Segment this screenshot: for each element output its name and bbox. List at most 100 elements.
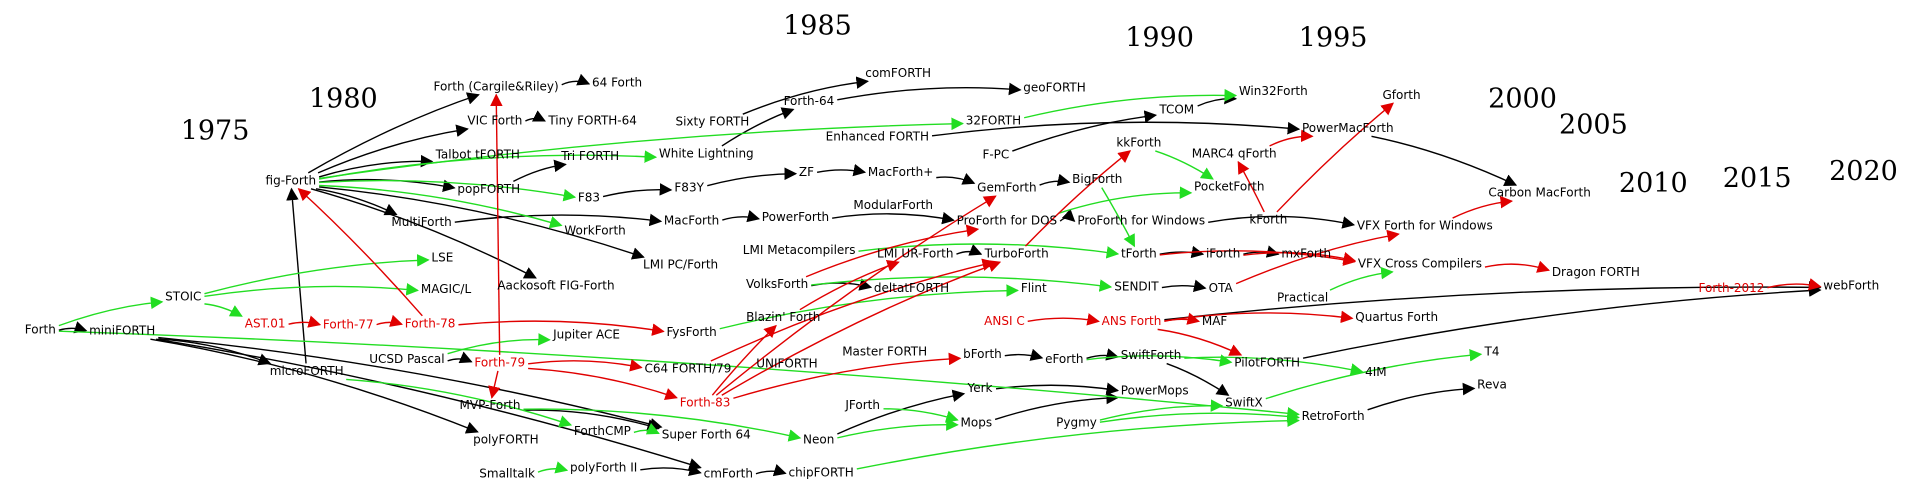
node-label: LSE	[431, 250, 453, 264]
node-label: ANS Forth	[1102, 314, 1162, 328]
node-label: mxForth	[1281, 247, 1331, 261]
edge-arrow	[447, 333, 551, 355]
edge-arrow	[1004, 348, 1044, 361]
node-label: UCSD Pascal	[369, 352, 444, 366]
node-label: fig-Forth	[266, 173, 317, 187]
edge-arrow	[1155, 150, 1214, 180]
edge-arrow	[1157, 328, 1243, 356]
node-label: Aackosoft FIG-Forth	[497, 278, 614, 292]
node-label: C64 FORTH/79	[644, 362, 731, 376]
edge-arrow	[1059, 208, 1076, 223]
edge-arrow	[799, 259, 900, 311]
edge-arrow	[1767, 278, 1822, 291]
edge-arrow	[1101, 187, 1136, 248]
node-label: BigForth	[1072, 172, 1122, 186]
edge-arrow	[1099, 399, 1224, 421]
edge-arrow	[286, 187, 307, 364]
node-label: VIC Forth	[467, 113, 522, 127]
edge-arrow	[319, 186, 645, 260]
edge-arrow	[1208, 215, 1356, 229]
node-label: polyForth II	[570, 461, 637, 475]
edge-arrow	[1164, 281, 1822, 321]
node-label: microFORTH	[270, 364, 344, 378]
node-label: F83	[578, 190, 600, 204]
node-label: VFX Forth for Windows	[1357, 219, 1493, 233]
node-label: Smalltalk	[479, 467, 535, 481]
node-label: MARC4 qForth	[1192, 146, 1277, 160]
edge-arrow	[1269, 129, 1314, 147]
edge-arrow	[458, 320, 665, 336]
edge-arrow	[1237, 160, 1265, 213]
edge-arrow	[837, 418, 959, 439]
edge-arrow	[719, 284, 1019, 330]
edge-arrow	[1235, 229, 1400, 285]
node-label: VFX Cross Compilers	[1358, 256, 1482, 270]
node-label: ProForth for Windows	[1077, 214, 1205, 228]
edge-arrow	[710, 258, 995, 362]
edge-arrow	[1099, 410, 1300, 423]
year-label: 1990	[1125, 23, 1194, 54]
node-label: Tiny FORTH-64	[547, 113, 637, 127]
node-label: Quartus Forth	[1355, 310, 1438, 324]
node-label: PowerForth	[762, 210, 829, 224]
edge-arrow	[707, 167, 798, 187]
node-label: Forth-83	[680, 396, 731, 410]
edge-arrow	[315, 188, 398, 216]
node-label: tForth	[1121, 247, 1157, 261]
edges	[58, 73, 1822, 477]
node-label: Win32Forth	[1239, 84, 1308, 98]
node-label: Enhanced FORTH	[826, 129, 929, 143]
node-label: Blazin' Forth	[746, 310, 820, 324]
node-label: ZF	[799, 165, 814, 179]
edge-arrow	[1086, 354, 1233, 367]
node-label: PilotFORTH	[1234, 355, 1300, 369]
edge-arrow	[561, 73, 591, 86]
edge-arrow	[956, 244, 983, 256]
edge-arrow	[1023, 88, 1238, 119]
edge-arrow	[856, 414, 1300, 470]
node-label: Mops	[961, 415, 993, 429]
node-label: OTA	[1209, 281, 1234, 295]
edge-arrow	[994, 391, 1120, 421]
node-label: Neon	[803, 432, 834, 446]
edge-arrow	[1367, 382, 1476, 411]
node-label: Tri FORTH	[560, 149, 619, 163]
year-label: 2010	[1619, 168, 1688, 199]
edge-arrow	[288, 315, 322, 328]
edge-arrow	[722, 209, 761, 223]
edge-arrow	[883, 408, 959, 423]
edge-arrow	[602, 183, 673, 198]
edge-arrow	[721, 260, 1002, 396]
year-label: 2000	[1488, 84, 1557, 115]
node-label: MVP-Forth	[460, 398, 521, 412]
node-label: Forth-78	[405, 316, 456, 330]
year-label: 1995	[1299, 23, 1368, 54]
edge-arrow	[319, 184, 563, 229]
edge-arrow	[537, 461, 569, 474]
edge-arrow	[742, 76, 869, 115]
edge-arrow	[155, 338, 702, 471]
edge-arrow	[1243, 251, 1357, 265]
node-label: SENDIT	[1114, 280, 1159, 294]
edge-arrow	[733, 352, 962, 399]
node-label: ForthCMP	[574, 424, 631, 438]
node-label: MacForth	[664, 214, 719, 228]
node-label: Sixty FORTH	[675, 115, 749, 129]
node-label: MultiForth	[391, 215, 451, 229]
edge-arrow	[832, 211, 955, 225]
year-label: 2005	[1559, 109, 1628, 140]
edge-arrow	[1161, 279, 1207, 293]
node-label: MAF	[1202, 314, 1228, 328]
node-label: T4	[1484, 344, 1500, 358]
node-label: Talbot tFORTH	[435, 148, 520, 162]
edge-arrow	[1024, 150, 1132, 247]
edge-arrow	[523, 408, 802, 442]
edge-arrow	[1039, 173, 1071, 187]
node-label: PocketForth	[1194, 179, 1264, 193]
node-label: F83Y	[674, 181, 704, 195]
node-label: deltatFORTH	[874, 281, 949, 295]
node-label: 64 Forth	[592, 76, 642, 90]
node-label: Forth-79	[474, 355, 525, 369]
node-label: VolksForth	[746, 277, 808, 291]
edge-arrow	[1484, 260, 1551, 273]
